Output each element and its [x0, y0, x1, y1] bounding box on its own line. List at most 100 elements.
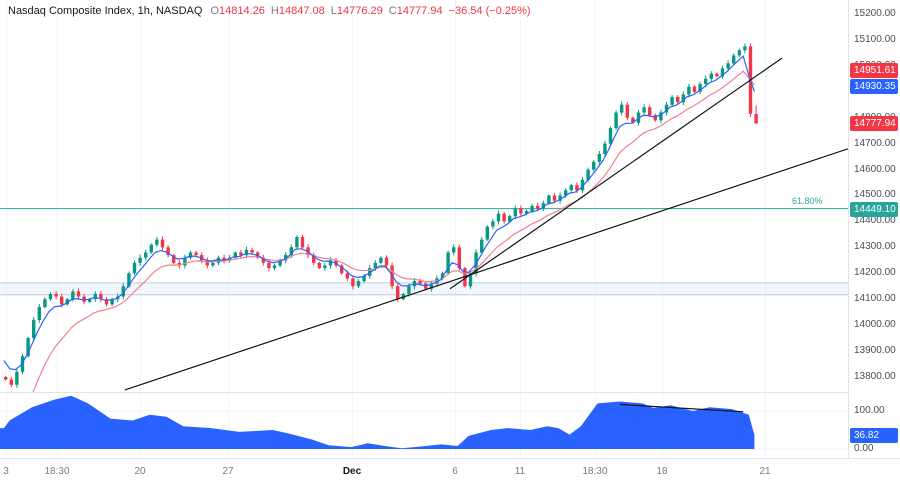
candle-body [88, 299, 92, 302]
candle-body [681, 94, 685, 103]
candle-body [323, 265, 327, 269]
ma-fast-line[interactable] [3, 55, 755, 371]
time-label: 27 [222, 466, 234, 477]
candle-body [715, 73, 719, 77]
candle-body [256, 252, 260, 258]
candle-body [160, 239, 165, 248]
candle-body [586, 169, 590, 180]
candle-body [429, 283, 433, 289]
candle-body [452, 247, 456, 253]
candle-body [592, 161, 596, 170]
candle-body [362, 275, 366, 282]
candle-body [541, 203, 545, 209]
candle-body [368, 268, 372, 276]
candle-body [233, 252, 237, 258]
candle-body [676, 97, 680, 103]
candle-body [300, 237, 305, 248]
candle-body [261, 257, 265, 263]
main-chart-pane[interactable] [0, 0, 848, 392]
candle-body [614, 112, 618, 129]
symbol-title[interactable]: Nasdaq Composite Index, 1h, NASDAQ [8, 5, 203, 17]
price-tick-label: 14300.00 [854, 241, 896, 253]
candle-body [513, 208, 517, 217]
candle-body [379, 257, 383, 263]
candle-body [306, 247, 310, 256]
candle-body [698, 84, 702, 92]
candle-body [524, 211, 529, 214]
candle-body [692, 86, 697, 92]
candle-body [37, 307, 41, 320]
candle-body [547, 195, 551, 204]
candle-body [76, 291, 81, 297]
close-label: C [388, 5, 397, 17]
indicator-trendline[interactable] [619, 403, 744, 413]
candle-body [60, 296, 64, 305]
candle-body [250, 249, 254, 253]
time-label: 21 [759, 466, 771, 477]
candle-body [289, 247, 293, 256]
candle-series[interactable] [4, 43, 758, 388]
candle-body [564, 190, 568, 196]
close-value: 14777.94 [396, 5, 443, 17]
candle-body [132, 262, 137, 274]
candle-body [43, 299, 47, 307]
change-value: −36.54 (−0.25%) [448, 5, 531, 17]
candle-body [121, 286, 125, 297]
candle-body [267, 262, 271, 269]
candle-body [446, 252, 450, 274]
candle-body [188, 252, 193, 258]
candle-body [687, 86, 691, 95]
price-tick-label: 14100.00 [854, 293, 896, 305]
high-value: 14847.08 [278, 5, 325, 17]
ma-slow-line[interactable] [4, 70, 755, 392]
indicator-area[interactable] [0, 395, 755, 449]
candle-body [222, 257, 226, 261]
trendline-1[interactable] [124, 148, 848, 391]
candle-body [272, 265, 277, 269]
candle-body [138, 257, 142, 263]
time-label: 6 [452, 466, 458, 477]
candle-body [664, 104, 669, 113]
price-tick-label: 14000.00 [854, 319, 896, 331]
candle-body [480, 239, 484, 253]
candle-body [244, 249, 249, 256]
low-value: 14776.29 [336, 5, 383, 17]
candle-body [631, 117, 635, 123]
candle-body [384, 257, 389, 266]
pane-divider[interactable] [0, 392, 900, 393]
candle-body [580, 179, 585, 191]
candle-body [127, 273, 131, 287]
candle-body [340, 265, 344, 274]
candle-body [239, 252, 243, 256]
low-label: L [330, 5, 337, 17]
candle-body [653, 115, 657, 121]
candle-body [32, 319, 36, 338]
candle-body [166, 247, 170, 256]
candle-body [597, 154, 601, 162]
candle-body [726, 63, 730, 69]
candle-body [104, 299, 109, 305]
candle-body [670, 97, 674, 105]
price-axis[interactable]: 15200.0015100.0015000.0014900.0014800.00… [848, 0, 900, 458]
candle-body [20, 356, 25, 372]
time-axis[interactable]: 3 18:30 20 27 Dec 6 11 18:30 18 21 [0, 458, 900, 485]
candle-body [457, 247, 461, 268]
candle-body [569, 185, 573, 191]
candle-body [48, 294, 53, 300]
time-label: Dec [342, 466, 362, 477]
trendline-2[interactable] [449, 57, 783, 290]
candle-body [603, 143, 607, 154]
candle-body [754, 114, 758, 124]
candle-body [317, 262, 321, 269]
candle-body [608, 128, 613, 144]
candle-body [485, 226, 489, 240]
candle-body [508, 216, 512, 222]
price-tick-label: 14400.00 [854, 215, 896, 227]
chart-legend: Nasdaq Composite Index, 1h, NASDAQ O14814… [8, 5, 531, 17]
candle-body [54, 294, 58, 297]
price-tick-label: 13900.00 [854, 345, 896, 357]
time-label: 18:30 [44, 466, 70, 477]
indicator-pane[interactable] [0, 392, 848, 458]
candle-body [625, 104, 629, 118]
